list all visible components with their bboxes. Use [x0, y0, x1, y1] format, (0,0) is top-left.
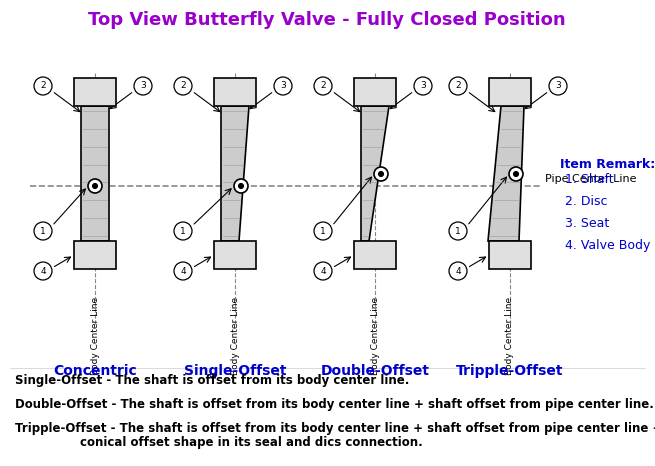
- Circle shape: [238, 184, 244, 189]
- Text: Single-Offset - The shaft is offset from its body center line.: Single-Offset - The shaft is offset from…: [15, 374, 409, 387]
- Text: 2: 2: [320, 82, 326, 90]
- Circle shape: [314, 77, 332, 95]
- Text: 4. Valve Body: 4. Valve Body: [565, 239, 650, 252]
- Text: 2: 2: [455, 82, 461, 90]
- Circle shape: [414, 77, 432, 95]
- Text: 4: 4: [455, 267, 461, 275]
- Circle shape: [134, 77, 152, 95]
- Circle shape: [379, 171, 383, 177]
- Circle shape: [92, 184, 98, 189]
- Text: Top View Butterfly Valve - Fully Closed Position: Top View Butterfly Valve - Fully Closed …: [88, 11, 566, 29]
- Polygon shape: [488, 106, 524, 241]
- Text: Single-Offset: Single-Offset: [184, 364, 286, 378]
- Text: conical offset shape in its seal and dics connection.: conical offset shape in its seal and dic…: [80, 436, 422, 449]
- Text: 3: 3: [420, 82, 426, 90]
- Text: 1. Shaft: 1. Shaft: [565, 173, 614, 186]
- Text: 3: 3: [140, 82, 146, 90]
- Circle shape: [314, 222, 332, 240]
- Text: 4: 4: [40, 267, 46, 275]
- Text: 2: 2: [180, 82, 186, 90]
- Text: 3: 3: [280, 82, 286, 90]
- Bar: [489, 78, 531, 106]
- Circle shape: [174, 222, 192, 240]
- Text: 1: 1: [320, 226, 326, 235]
- Circle shape: [549, 77, 567, 95]
- Text: 4: 4: [180, 267, 186, 275]
- Text: Pipe Center Line: Pipe Center Line: [545, 174, 637, 184]
- Circle shape: [449, 77, 467, 95]
- Text: Concentric: Concentric: [53, 364, 137, 378]
- Circle shape: [234, 179, 248, 193]
- Text: 1: 1: [455, 226, 461, 235]
- Bar: [354, 78, 396, 106]
- Text: Body Center Line: Body Center Line: [506, 297, 514, 375]
- Circle shape: [174, 262, 192, 280]
- Polygon shape: [221, 106, 249, 241]
- Text: Body Center Line: Body Center Line: [231, 297, 240, 375]
- Text: Tripple-Offset: Tripple-Offset: [457, 364, 564, 378]
- Text: 3: 3: [555, 82, 561, 90]
- Text: 1: 1: [180, 226, 186, 235]
- Text: 3. Seat: 3. Seat: [565, 217, 609, 230]
- Text: 2: 2: [40, 82, 46, 90]
- Circle shape: [174, 77, 192, 95]
- Text: Item Remark:: Item Remark:: [560, 158, 655, 171]
- Circle shape: [274, 77, 292, 95]
- Polygon shape: [361, 106, 389, 241]
- Circle shape: [449, 262, 467, 280]
- Circle shape: [509, 167, 523, 181]
- Bar: [214, 78, 256, 106]
- Text: Tripple-Offset - The shaft is offset from its body center line + shaft offset fr: Tripple-Offset - The shaft is offset fro…: [15, 422, 655, 435]
- Bar: [214, 241, 256, 269]
- Bar: [74, 78, 116, 106]
- Bar: [81, 106, 109, 241]
- Text: Body Center Line: Body Center Line: [371, 297, 379, 375]
- Bar: [74, 241, 116, 269]
- Text: Double-Offset - The shaft is offset from its body center line + shaft offset fro: Double-Offset - The shaft is offset from…: [15, 398, 654, 411]
- Circle shape: [34, 262, 52, 280]
- Circle shape: [34, 77, 52, 95]
- Bar: [354, 241, 396, 269]
- Circle shape: [88, 179, 102, 193]
- Text: Double-Offset: Double-Offset: [320, 364, 430, 378]
- Circle shape: [449, 222, 467, 240]
- Text: Body Center Line: Body Center Line: [90, 297, 100, 375]
- Text: 2. Disc: 2. Disc: [565, 195, 607, 208]
- Circle shape: [374, 167, 388, 181]
- Text: 4: 4: [320, 267, 326, 275]
- Circle shape: [34, 222, 52, 240]
- Text: 1: 1: [40, 226, 46, 235]
- Bar: [489, 241, 531, 269]
- Circle shape: [514, 171, 519, 177]
- Circle shape: [314, 262, 332, 280]
